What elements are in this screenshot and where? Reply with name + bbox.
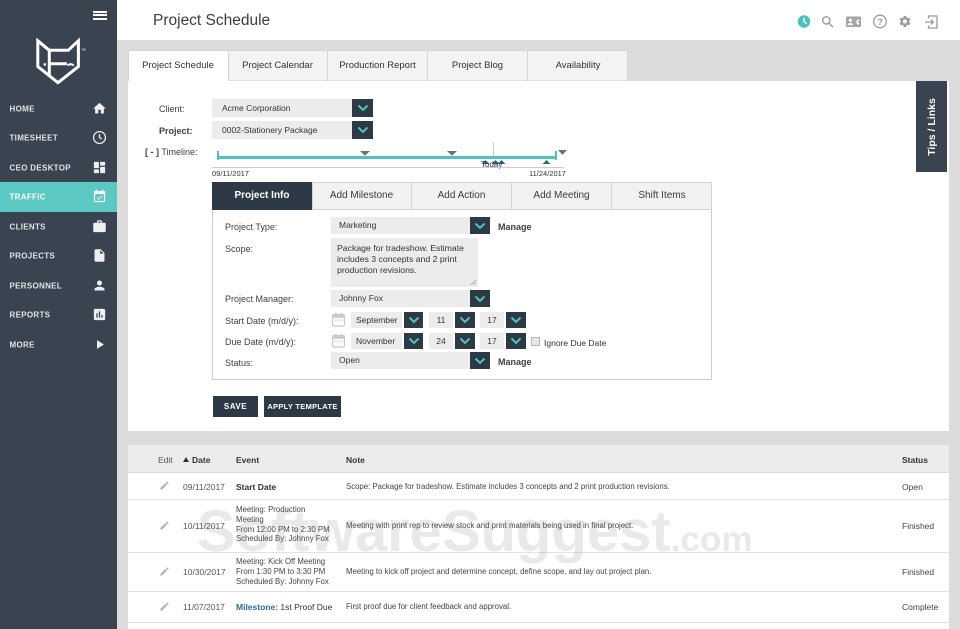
svg-text:?: ? [877,17,883,28]
svg-text:™: ™ [81,48,86,54]
